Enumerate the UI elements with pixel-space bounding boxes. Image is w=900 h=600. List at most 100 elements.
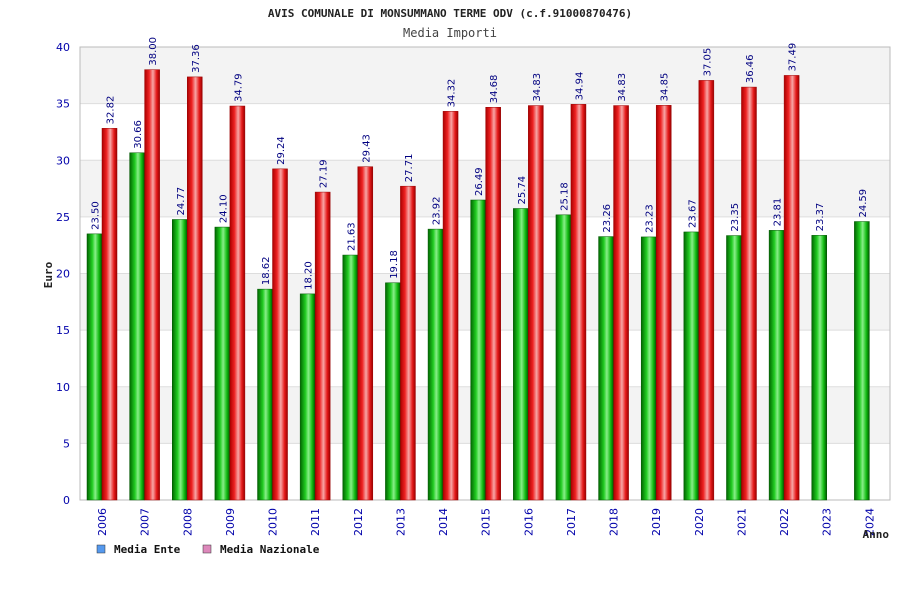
bar-media-nazionale-2007 [144, 69, 160, 501]
bar-media-nazionale-2009 [229, 105, 246, 501]
bar-media-ente-2015 [470, 199, 486, 501]
y-tick-label: 25 [56, 211, 70, 224]
bar-media-ente-2022 [768, 230, 785, 501]
bar-media-ente-2023 [811, 235, 827, 501]
data-label-media-nazionale-2020: 37.05 [702, 48, 713, 77]
data-label-media-ente-2007: 30.66 [133, 120, 144, 149]
x-tick-label-2011: 2011 [309, 508, 322, 536]
data-label-media-ente-2008: 24.77 [176, 187, 187, 216]
data-label-media-ente-2010: 18.62 [261, 256, 272, 285]
data-label-media-nazionale-2014: 34.32 [447, 79, 458, 108]
x-tick-label-2018: 2018 [608, 508, 621, 536]
data-label-media-nazionale-2007: 38.00 [148, 37, 159, 66]
data-label-media-ente-2021: 23.35 [730, 203, 741, 232]
x-axis-ticks: 2006 2007 2008 2009 2010 2011 2012 2013 2014 2015… [96, 508, 876, 536]
x-tick-label-2019: 2019 [650, 508, 663, 536]
legend-label-media-ente: Media Ente [114, 543, 181, 556]
data-label-media-ente-2011: 18.20 [304, 261, 315, 290]
bar-media-ente-2012 [342, 254, 359, 501]
y-tick-label: 5 [63, 437, 70, 450]
y-tick-label: 35 [56, 98, 70, 111]
bar-media-nazionale-2016 [528, 105, 544, 501]
bar-media-ente-2007 [129, 152, 145, 501]
data-label-media-ente-2015: 26.49 [474, 167, 485, 196]
y-tick-label: 20 [56, 268, 70, 281]
bar-media-nazionale-2020 [698, 80, 715, 501]
x-tick-label-2013: 2013 [394, 508, 407, 536]
y-tick-label: 0 [63, 494, 70, 507]
x-tick-label-2012: 2012 [352, 508, 365, 536]
y-tick-label: 10 [56, 381, 70, 394]
bar-media-ente-2011 [299, 293, 316, 501]
bar-media-nazionale-2012 [357, 166, 374, 501]
data-label-media-ente-2016: 25.74 [517, 176, 528, 205]
data-label-media-nazionale-2022: 37.49 [788, 43, 799, 72]
data-label-media-nazionale-2015: 34.68 [489, 75, 500, 104]
x-tick-label-2014: 2014 [437, 508, 450, 536]
x-tick-label-2022: 2022 [778, 508, 791, 536]
bar-media-ente-2024 [854, 221, 870, 501]
data-label-media-nazionale-2013: 27.71 [404, 154, 415, 183]
x-tick-label-2016: 2016 [522, 508, 535, 536]
data-label-media-ente-2023: 23.37 [815, 203, 826, 232]
bar-media-nazionale-2022 [783, 75, 800, 501]
data-label-media-nazionale-2012: 29.43 [361, 134, 372, 163]
data-label-media-nazionale-2010: 29.24 [276, 136, 287, 165]
bar-media-ente-2006 [86, 233, 103, 501]
bar-media-nazionale-2006 [101, 128, 118, 501]
data-label-media-ente-2024: 24.59 [858, 189, 869, 218]
bar-media-nazionale-2011 [314, 191, 331, 501]
chart-title: AVIS COMUNALE DI MONSUMMANO TERME ODV (c… [268, 7, 632, 20]
bar-media-nazionale-2018 [613, 105, 629, 501]
x-tick-label-2009: 2009 [224, 508, 237, 536]
data-label-media-ente-2020: 23.67 [687, 199, 698, 228]
x-tick-label-2020: 2020 [693, 508, 706, 536]
bar-media-ente-2021 [726, 235, 742, 501]
x-tick-label-2010: 2010 [267, 508, 280, 536]
bar-media-nazionale-2013 [400, 185, 416, 501]
bar-media-nazionale-2008 [187, 76, 203, 501]
x-tick-label-2024: 2024 [863, 508, 876, 536]
bar-media-ente-2017 [555, 214, 572, 501]
legend-label-media-nazionale: Media Nazionale [220, 543, 320, 556]
data-label-media-ente-2018: 23.26 [602, 204, 613, 233]
data-label-media-ente-2022: 23.81 [773, 198, 784, 227]
data-label-media-nazionale-2021: 36.46 [745, 54, 756, 83]
x-tick-label-2021: 2021 [735, 508, 748, 536]
bar-media-ente-2014 [427, 228, 444, 501]
data-label-media-nazionale-2008: 37.36 [191, 44, 202, 73]
x-tick-label-2023: 2023 [821, 508, 834, 536]
data-label-media-nazionale-2016: 34.83 [532, 73, 543, 102]
bar-media-ente-2010 [257, 288, 273, 501]
data-label-media-ente-2009: 24.10 [218, 194, 229, 223]
data-label-media-nazionale-2011: 27.19 [319, 159, 330, 188]
data-label-media-ente-2012: 21.63 [346, 222, 357, 251]
x-tick-label-2017: 2017 [565, 508, 578, 536]
data-labels: 23.50 32.82 30.66 38.00 24.77 37.36 24.10 34.79… [91, 37, 869, 290]
bar-media-ente-2018 [598, 236, 614, 501]
data-label-media-nazionale-2009: 34.79 [233, 73, 244, 102]
data-label-media-nazionale-2018: 34.83 [617, 73, 628, 102]
data-label-media-nazionale-2006: 32.82 [106, 96, 117, 125]
data-label-media-ente-2013: 19.18 [389, 250, 400, 279]
bar-media-nazionale-2014 [442, 111, 459, 501]
bar-media-ente-2020 [683, 231, 700, 501]
y-axis-label: Euro [42, 261, 55, 288]
legend-swatch-media-nazionale [202, 544, 212, 554]
bar-media-ente-2009 [214, 226, 231, 501]
bar-media-nazionale-2015 [485, 106, 501, 501]
x-axis-label: Anno [863, 528, 890, 541]
legend: Media Ente Media Nazionale [96, 543, 320, 556]
x-tick-label-2006: 2006 [96, 508, 109, 536]
legend-swatch-media-ente [96, 544, 106, 554]
bar-media-nazionale-2021 [741, 86, 757, 501]
bar-media-ente-2016 [513, 208, 529, 501]
bar-media-ente-2019 [640, 236, 657, 501]
bar-media-nazionale-2017 [570, 104, 587, 501]
y-axis-ticks: 0 5 10 15 20 25 30 35 40 [56, 41, 70, 507]
bar-media-nazionale-2010 [272, 168, 288, 501]
bar-media-ente-2013 [385, 282, 401, 501]
data-label-media-ente-2017: 25.18 [559, 182, 570, 211]
data-label-media-nazionale-2017: 34.94 [574, 72, 585, 101]
